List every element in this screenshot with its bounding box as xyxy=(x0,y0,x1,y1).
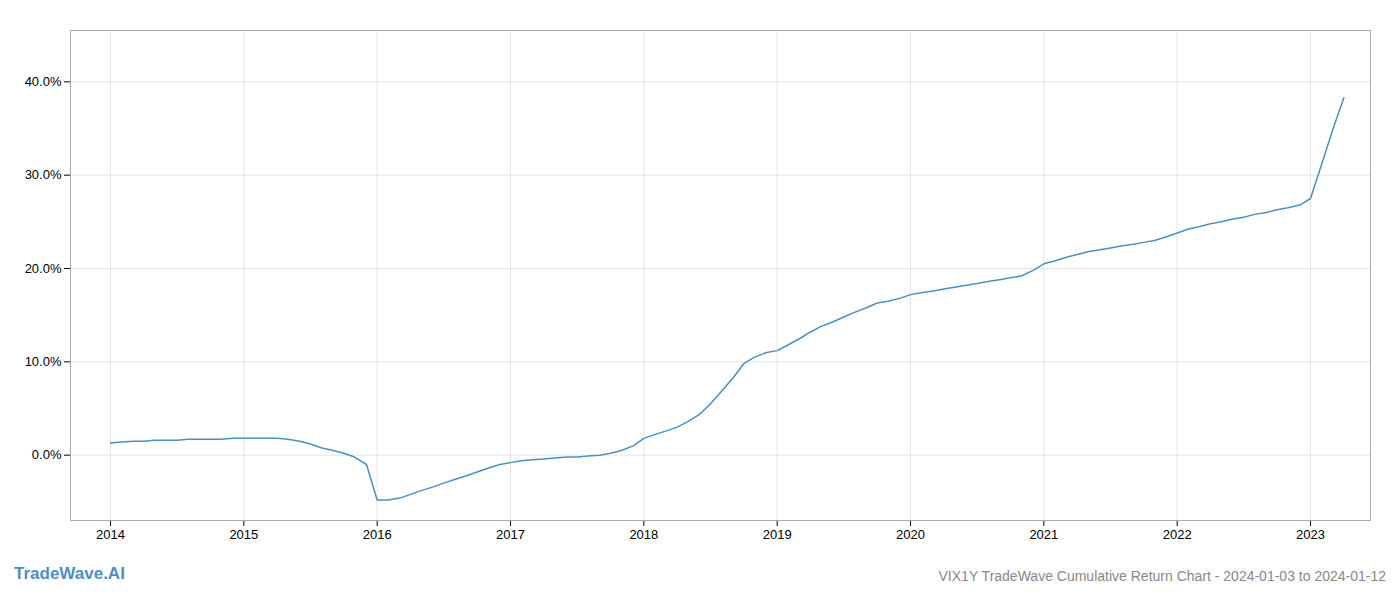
svg-text:10.0%: 10.0% xyxy=(25,354,62,369)
svg-text:2022: 2022 xyxy=(1163,527,1192,542)
svg-text:2018: 2018 xyxy=(629,527,658,542)
svg-text:40.0%: 40.0% xyxy=(25,74,62,89)
svg-text:2016: 2016 xyxy=(363,527,392,542)
svg-text:30.0%: 30.0% xyxy=(25,167,62,182)
svg-text:20.0%: 20.0% xyxy=(25,261,62,276)
html-text:VIX1Y TradeWave Cumulative Ret: VIX1Y TradeWave Cumulative Return Chart … xyxy=(938,568,1386,584)
svg-text:2021: 2021 xyxy=(1029,527,1058,542)
svg-text:2014: 2014 xyxy=(96,527,125,542)
svg-text:2019: 2019 xyxy=(763,527,792,542)
svg-text:2017: 2017 xyxy=(496,527,525,542)
svg-text:2015: 2015 xyxy=(229,527,258,542)
svg-text:2020: 2020 xyxy=(896,527,925,542)
svg-text:2023: 2023 xyxy=(1296,527,1325,542)
html-text:TradeWave.AI: TradeWave.AI xyxy=(14,564,125,583)
svg-text:0.0%: 0.0% xyxy=(32,447,62,462)
